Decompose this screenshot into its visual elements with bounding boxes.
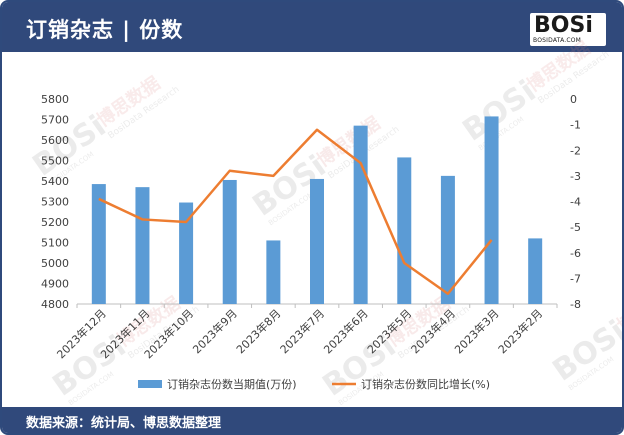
- y-right-tick-label: -3: [570, 170, 581, 183]
- bar: [353, 125, 368, 305]
- bar: [91, 184, 106, 304]
- bar: [310, 178, 324, 304]
- legend-bar-swatch: [138, 380, 162, 388]
- y-right-tick-label: -6: [570, 247, 581, 260]
- data-source-text: 数据来源：统计局、博思数据整理: [26, 416, 222, 431]
- y-left-tick-label: 4900: [41, 278, 69, 291]
- bar: [528, 238, 543, 304]
- y-left-tick-label: 5500: [41, 155, 69, 168]
- y-right-tick-label: -7: [570, 272, 581, 285]
- y-right-tick-label: -5: [570, 221, 581, 234]
- logo-site-text: BOSIDATA.COM: [533, 37, 582, 44]
- bar-series: [91, 116, 543, 305]
- y-left-tick-label: 5800: [41, 93, 69, 106]
- header-bar: 订销杂志 | 份数 BOSi BOSIDATA.COM: [2, 2, 622, 52]
- bar: [222, 179, 237, 304]
- bar: [266, 240, 281, 304]
- y-left-tick-label: 5400: [41, 175, 69, 188]
- y-right-tick-label: -4: [570, 196, 581, 209]
- legend-line-label: 订销杂志份数同比增长(%): [361, 377, 490, 391]
- y-right-tick-label: 0: [570, 93, 577, 106]
- x-tick-label: 2023年2月: [495, 306, 545, 356]
- bar: [440, 175, 455, 304]
- chart-legend: 订销杂志份数当期值(万份) 订销杂志份数同比增长(%): [138, 377, 490, 391]
- legend-bar-label: 订销杂志份数当期值(万份): [167, 377, 297, 391]
- y-left-tick-label: 5100: [41, 237, 69, 250]
- bar: [484, 116, 499, 304]
- bar: [135, 187, 150, 304]
- y-left-tick-label: 4800: [41, 298, 69, 311]
- y-left-tick-label: 5000: [41, 257, 69, 270]
- y-left-tick-label: 5200: [41, 216, 69, 229]
- line-path: [98, 128, 493, 295]
- line-series: [98, 128, 493, 295]
- y-left-tick-label: 5700: [41, 114, 69, 127]
- bar: [397, 157, 412, 304]
- y-right-tick-label: -2: [570, 144, 581, 157]
- logo-brand-text: BOSi: [534, 13, 593, 38]
- x-tick-label: 2023年7月: [277, 306, 327, 356]
- y-left-tick-label: 5300: [41, 196, 69, 209]
- footer-bar: 数据来源：统计局、博思数据整理: [2, 407, 622, 433]
- y-right-tick-label: -8: [570, 298, 581, 311]
- page-title: 订销杂志 | 份数: [26, 18, 184, 42]
- bosi-logo: BOSi BOSIDATA.COM: [530, 13, 606, 46]
- y-right-tick-label: -1: [570, 119, 581, 132]
- bar: [179, 202, 194, 304]
- y-left-tick-label: 5600: [41, 134, 69, 147]
- x-tick-label: 2023年8月: [233, 306, 283, 356]
